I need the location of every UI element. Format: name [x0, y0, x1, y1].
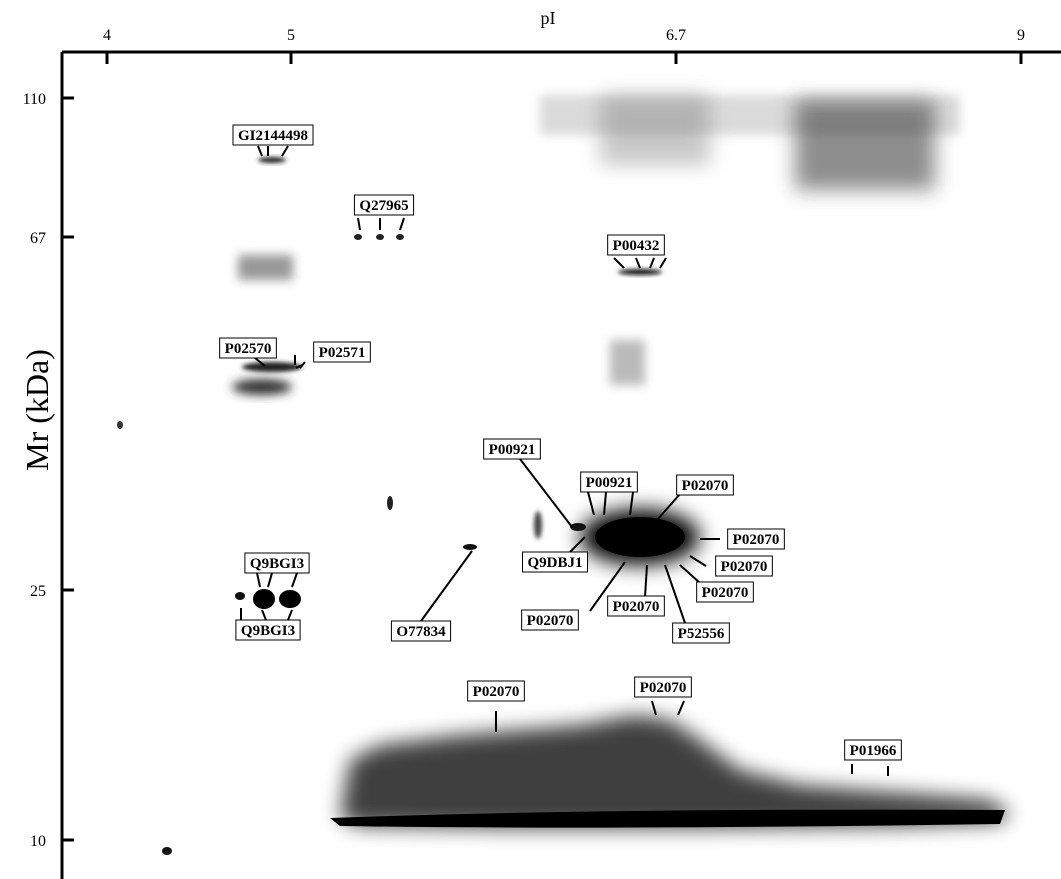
spot-label: P02070 — [721, 559, 768, 575]
spot-label: P02570 — [225, 341, 272, 357]
spot-label: Q9DBJ1 — [527, 555, 582, 571]
spot-label: P00921 — [586, 475, 633, 491]
spot-label: P02571 — [319, 345, 366, 361]
y-title: Mr (kDa) — [19, 349, 55, 471]
y-tick-label: 10 — [30, 833, 46, 850]
spot-label: P00921 — [489, 442, 536, 458]
y-tick-label: 110 — [23, 91, 46, 108]
spot-label: Q27965 — [359, 198, 408, 214]
spot-label: Q9BGI3 — [250, 556, 304, 572]
spot-label: P02070 — [682, 478, 729, 494]
x-tick-label: 6.7 — [666, 27, 686, 44]
spot-label: P02070 — [702, 585, 749, 601]
x-tick-label: 4 — [103, 27, 111, 44]
y-tick-label: 67 — [30, 230, 46, 247]
spot-label: P02070 — [473, 684, 520, 700]
spot-label: O77834 — [396, 624, 446, 640]
spot-label: P52556 — [678, 626, 725, 642]
spot-label: P01966 — [850, 743, 897, 759]
spot-label: GI2144498 — [238, 128, 308, 144]
spot-label: P02070 — [527, 613, 574, 629]
spot-label: P02070 — [733, 532, 780, 548]
x-tick-label: 9 — [1017, 27, 1025, 44]
spot-label: P02070 — [613, 599, 660, 615]
spot-label: Q9BGI3 — [241, 623, 295, 639]
x-title: pI — [541, 8, 556, 28]
gel-figure: pI Mr (kDa) 4 5 6.7 9 110 67 25 10 GI2144498 Q27… — [0, 0, 1061, 879]
y-tick-label: 25 — [30, 583, 46, 600]
x-tick-label: 5 — [287, 27, 295, 44]
spot-label: P02070 — [640, 680, 687, 696]
spot-label: P00432 — [613, 238, 660, 254]
